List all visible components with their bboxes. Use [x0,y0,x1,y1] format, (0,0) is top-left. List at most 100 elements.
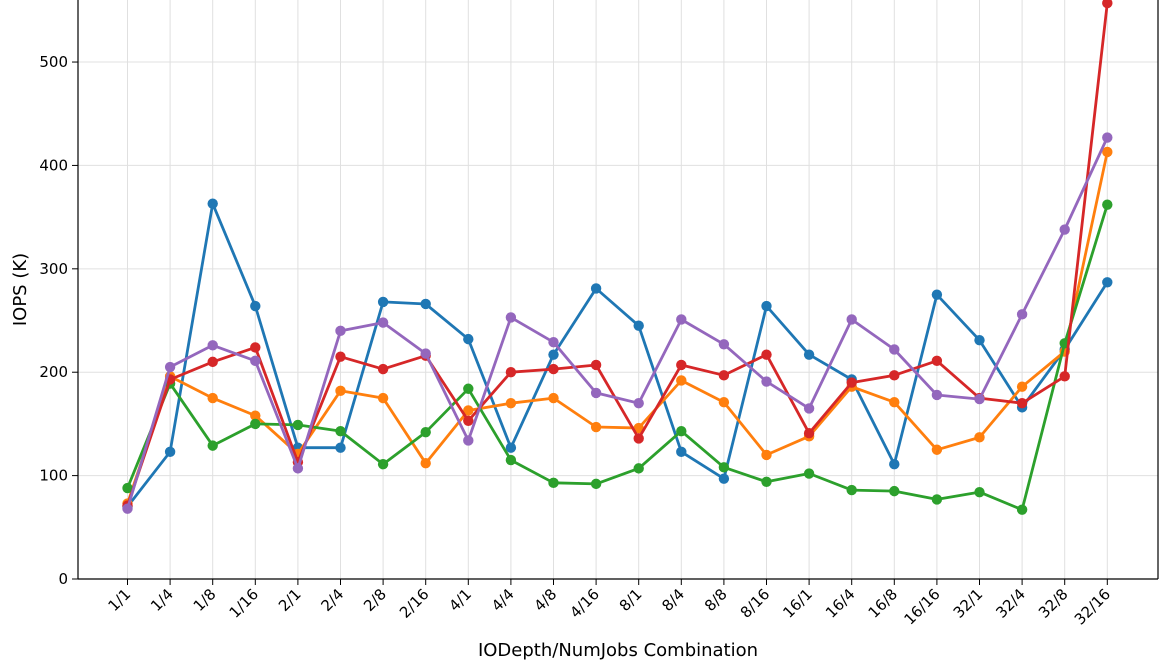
data-point [718,396,730,408]
y-tick-label: 0 [58,570,68,588]
data-point [718,370,730,381]
data-point [931,494,943,505]
data-point [676,446,687,458]
y-tick-label: 300 [39,260,68,278]
data-point [633,463,644,474]
data-point [718,473,730,484]
data-point [420,348,431,359]
data-point [1102,199,1113,210]
data-point [1102,132,1113,143]
x-tick-label: 1/8 [190,585,220,615]
x-tick-label: 4/4 [488,585,518,615]
data-point [803,468,815,479]
x-tick-label: 2/1 [275,585,305,615]
x-tick-label: 16/4 [822,585,859,622]
data-point [931,355,943,367]
data-point [505,454,517,466]
data-point [505,367,517,378]
data-point [761,349,772,360]
data-point [846,377,857,388]
data-point [676,375,687,386]
data-point [420,458,431,469]
x-tick-label: 1/1 [105,585,135,615]
data-point [292,419,304,431]
x-tick-label: 4/16 [566,585,603,622]
data-point [1016,504,1028,515]
data-point [590,283,602,294]
series-line [126,203,1109,512]
data-point [1059,371,1070,382]
data-point [335,442,346,453]
data-point [377,459,389,470]
data-point [207,198,218,209]
data-point [335,325,346,337]
series-line [126,202,1109,509]
data-point [505,312,517,323]
data-point [164,446,176,458]
data-point [548,477,559,489]
series-5 [122,132,1113,514]
data-point [803,349,815,360]
data-point [761,449,772,461]
y-tick-label: 100 [39,467,68,485]
series-line [126,136,1109,511]
data-point [889,344,900,355]
data-point [1016,309,1028,320]
data-point [463,405,474,416]
data-point [335,425,346,437]
data-point [718,339,730,350]
data-point [846,314,857,325]
data-point [931,289,943,300]
data-point [463,333,474,345]
data-point [548,392,559,404]
data-point [974,393,985,405]
data-point [122,482,133,494]
data-point [761,300,772,312]
data-point [803,403,815,414]
data-point [420,298,431,310]
data-point [377,296,389,308]
x-axis-label: IODepth/NumJobs Combination [478,640,758,661]
data-point [1016,398,1028,409]
data-point [889,396,900,408]
data-point [292,463,304,474]
data-point [761,376,772,387]
data-point [505,398,517,409]
x-tick-label: 8/8 [701,585,731,615]
x-tick-label: 4/1 [445,585,475,615]
data-point [1102,277,1113,288]
data-point [889,485,900,497]
data-point [633,398,644,409]
data-point [335,385,346,397]
y-axis-label: IOPS (K) [10,253,31,326]
data-point [1102,0,1113,9]
data-point [335,351,346,362]
series-group [122,0,1113,515]
data-point [803,428,815,439]
data-point [676,359,687,371]
series-line [126,150,1109,505]
data-point [463,383,474,394]
data-point [207,340,218,351]
data-point [548,337,559,348]
data-point [250,410,261,421]
x-tick-label: 16/1 [779,585,816,622]
data-point [846,484,857,496]
data-point [889,370,900,381]
y-tick-label: 400 [39,156,68,174]
x-tick-label: 4/8 [531,585,561,615]
x-tick-label: 1/16 [226,585,263,622]
data-point [761,476,772,488]
axes: 0 100 200 300 400 500 1/1 1/4 1/8 1/16 2/1 2/4 2/8 2/… [39,0,1159,628]
data-point [633,320,644,331]
data-point [122,503,133,514]
series-2 [122,146,1113,509]
x-tick-label: 16/8 [865,585,902,622]
data-point [463,415,474,427]
data-point [250,300,261,312]
data-point [889,459,900,470]
data-point [207,392,218,404]
data-point [974,334,985,346]
data-point [377,317,389,328]
